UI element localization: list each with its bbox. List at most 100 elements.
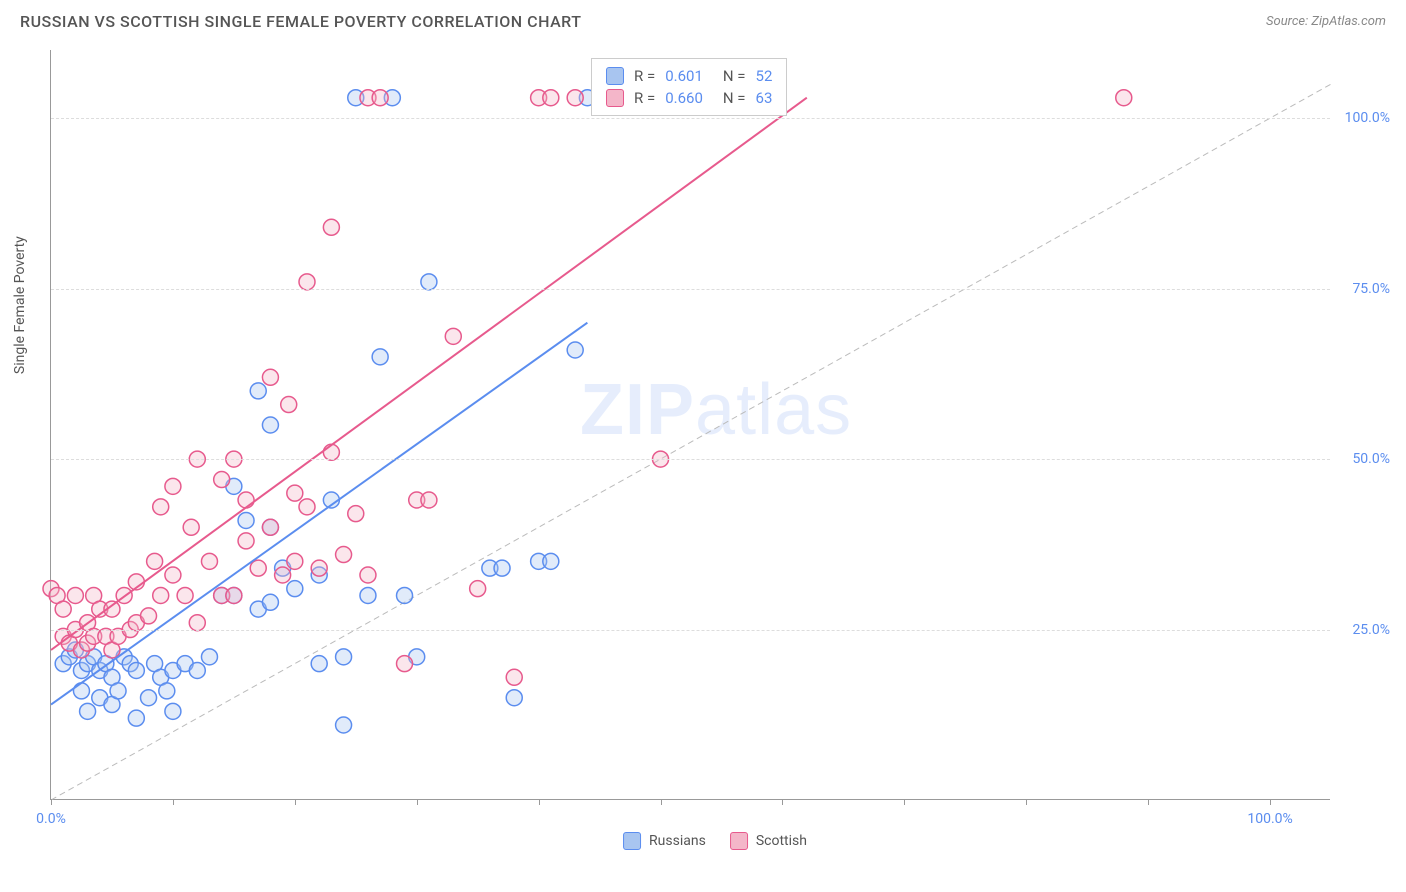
data-point-scottish [141,608,157,624]
data-point-scottish [165,567,181,583]
data-point-scottish [299,274,315,290]
header: RUSSIAN VS SCOTTISH SINGLE FEMALE POVERT… [0,0,1406,39]
data-point-russians [80,703,96,719]
x-tick-label: 100.0% [1247,811,1292,827]
data-point-russians [141,690,157,706]
data-point-scottish [311,560,327,576]
r-label: R = [634,89,655,107]
data-point-scottish [250,560,266,576]
data-point-scottish [323,219,339,235]
data-point-russians [165,703,181,719]
y-tick-label: 50.0% [1352,451,1390,467]
data-point-scottish [67,587,83,603]
x-tick [782,799,783,805]
x-tick [417,799,418,805]
trend-line-russians [51,323,587,705]
data-point-russians [250,383,266,399]
stats-legend-box: R =0.601N =52R =0.660N =63 [591,58,787,116]
data-point-scottish [567,90,583,106]
data-point-scottish [201,553,217,569]
data-point-scottish [470,581,486,597]
data-point-scottish [323,444,339,460]
data-point-scottish [165,478,181,494]
data-point-russians [494,560,510,576]
data-point-scottish [226,587,242,603]
data-point-russians [336,717,352,733]
data-point-scottish [372,90,388,106]
y-axis-label: Single Female Poverty [12,236,28,374]
data-point-russians [128,662,144,678]
data-point-russians [421,274,437,290]
data-point-scottish [397,656,413,672]
data-point-scottish [1116,90,1132,106]
x-tick [173,799,174,805]
legend-swatch-russians [623,832,641,850]
data-point-russians [360,587,376,603]
stats-row-russians: R =0.601N =52 [606,65,772,87]
grid-line [51,118,1330,119]
data-point-russians [372,349,388,365]
data-point-russians [397,587,413,603]
legend-label: Russians [649,833,706,849]
data-point-scottish [506,669,522,685]
legend-item-scottish: Scottish [730,832,807,850]
data-point-scottish [287,485,303,501]
n-value: 63 [756,89,773,107]
data-point-russians [201,649,217,665]
data-point-russians [287,581,303,597]
x-tick [661,799,662,805]
data-point-scottish [262,369,278,385]
swatch-russians [606,67,624,85]
data-point-scottish [299,499,315,515]
plot-area: ZIPatlas R =0.601N =52R =0.660N =63 25.0… [50,50,1330,800]
chart-container: Single Female Poverty ZIPatlas R =0.601N… [50,50,1380,820]
data-point-scottish [177,587,193,603]
data-point-russians [567,342,583,358]
n-label: N = [723,67,746,85]
data-point-scottish [153,499,169,515]
data-point-scottish [275,567,291,583]
x-tick [295,799,296,805]
x-tick [51,799,52,805]
bottom-legend: Russians Scottish [623,832,807,850]
data-point-scottish [421,492,437,508]
data-point-russians [543,553,559,569]
data-point-scottish [281,397,297,413]
data-point-scottish [153,587,169,603]
plot-svg [51,50,1331,800]
data-point-scottish [445,328,461,344]
data-point-scottish [360,567,376,583]
x-tick [1270,799,1271,805]
data-point-scottish [238,492,254,508]
data-point-russians [311,656,327,672]
data-point-scottish [543,90,559,106]
legend-swatch-scottish [730,832,748,850]
data-point-scottish [183,519,199,535]
data-point-scottish [287,553,303,569]
data-point-russians [159,683,175,699]
x-tick-label: 0.0% [36,811,66,827]
y-tick-label: 100.0% [1345,110,1390,126]
y-tick-label: 75.0% [1352,281,1390,297]
data-point-russians [73,683,89,699]
stats-row-scottish: R =0.660N =63 [606,87,772,109]
x-tick [1026,799,1027,805]
data-point-scottish [262,519,278,535]
data-point-scottish [55,601,71,617]
y-tick-label: 25.0% [1352,622,1390,638]
x-tick [1148,799,1149,805]
chart-title: RUSSIAN VS SCOTTISH SINGLE FEMALE POVERT… [20,12,581,31]
x-tick [539,799,540,805]
r-label: R = [634,67,655,85]
data-point-russians [238,512,254,528]
swatch-scottish [606,89,624,107]
grid-line [51,459,1330,460]
data-point-russians [128,710,144,726]
data-point-scottish [189,615,205,631]
legend-label: Scottish [756,833,807,849]
grid-line [51,630,1330,631]
data-point-scottish [348,506,364,522]
data-point-russians [336,649,352,665]
n-label: N = [723,89,746,107]
data-point-scottish [238,533,254,549]
